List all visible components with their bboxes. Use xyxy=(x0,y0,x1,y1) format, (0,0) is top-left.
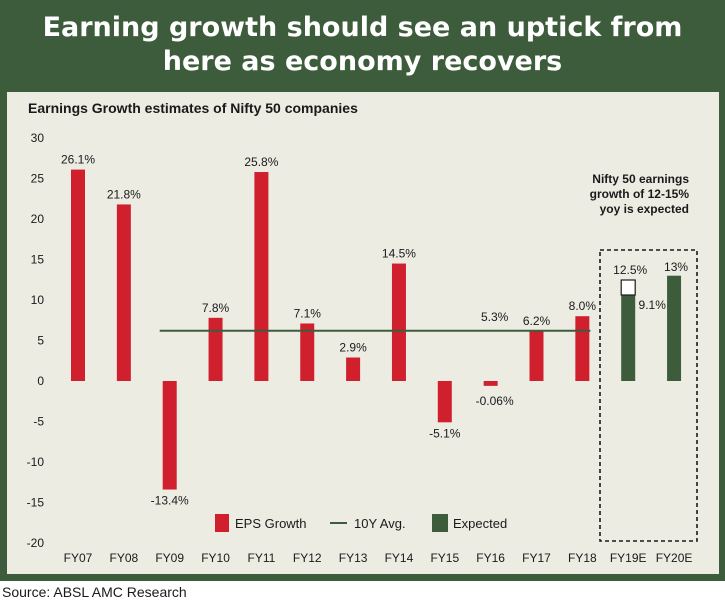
expected-dashed-box xyxy=(599,249,698,542)
bar-fy20e xyxy=(667,275,682,381)
data-label: 7.1% xyxy=(294,306,322,320)
x-tick-label: FY16 xyxy=(476,551,505,565)
y-tick-label: 30 xyxy=(31,131,45,145)
bar-fy17 xyxy=(529,330,544,381)
bar-fy09 xyxy=(162,381,177,490)
x-tick-label: FY19E xyxy=(610,551,647,565)
y-tick-label: -5 xyxy=(33,415,44,429)
y-tick-label: 20 xyxy=(31,212,45,226)
bar-fy19e xyxy=(621,279,636,381)
data-label: 2.9% xyxy=(339,341,367,355)
headline-line-1: Earning growth should see an uptick from xyxy=(42,12,683,43)
bar-fy18 xyxy=(575,316,590,381)
source-note: Source: ABSL AMC Research xyxy=(2,584,187,600)
x-tick-label: FY15 xyxy=(430,551,459,565)
y-tick-label: 25 xyxy=(31,172,45,186)
x-tick-label: FY10 xyxy=(201,551,230,565)
legend-swatch-expected xyxy=(432,514,448,532)
y-tick-label: 5 xyxy=(37,334,44,348)
y-tick-label: -15 xyxy=(27,496,45,510)
legend-label-expected: Expected xyxy=(453,516,507,531)
headline-line-2: here as economy recovers xyxy=(162,46,563,77)
page-header: Earning growth should see an uptick from… xyxy=(0,0,725,90)
expected-marker xyxy=(620,279,636,296)
data-label: 13% xyxy=(664,260,688,274)
y-tick-label: 0 xyxy=(37,374,44,388)
bar-fy11 xyxy=(254,172,269,381)
x-tick-label: FY09 xyxy=(155,551,184,565)
x-tick-label: FY17 xyxy=(522,551,551,565)
bar-fy13 xyxy=(346,357,361,381)
legend-label-avg: 10Y Avg. xyxy=(354,516,406,531)
data-label: 26.1% xyxy=(61,153,95,167)
data-label: 8.0% xyxy=(569,299,597,313)
x-tick-label: FY20E xyxy=(656,551,693,565)
data-label: -13.4% xyxy=(151,494,189,508)
avg-line-label: 5.3% xyxy=(481,310,509,324)
data-label: 25.8% xyxy=(244,155,278,169)
marker-label: 9.1% xyxy=(639,298,667,312)
annotation-text: yoy is expected xyxy=(600,202,689,216)
data-label: 12.5% xyxy=(613,263,647,277)
chart-title: Earnings Growth estimates of Nifty 50 co… xyxy=(28,100,358,116)
x-tick-label: FY14 xyxy=(385,551,414,565)
x-tick-label: FY07 xyxy=(64,551,93,565)
legend-swatch-eps xyxy=(215,514,229,532)
bar-fy08 xyxy=(116,204,131,381)
data-label: 7.8% xyxy=(202,301,230,315)
annotation-text: Nifty 50 earnings xyxy=(592,172,689,186)
bar-fy15 xyxy=(437,381,452,423)
x-tick-label: FY18 xyxy=(568,551,597,565)
bar-fy16 xyxy=(483,381,498,386)
x-tick-label: FY08 xyxy=(110,551,139,565)
annotation-text: growth of 12-15% xyxy=(590,187,690,201)
data-label: -5.1% xyxy=(429,426,461,440)
y-tick-label: 15 xyxy=(31,253,45,267)
x-tick-label: FY12 xyxy=(293,551,322,565)
data-label: 6.2% xyxy=(523,314,551,328)
data-label: 14.5% xyxy=(382,247,416,261)
bar-fy10 xyxy=(208,317,223,381)
y-tick-label: 10 xyxy=(31,293,45,307)
bar-fy12 xyxy=(300,323,315,381)
data-label: 21.8% xyxy=(107,187,141,201)
x-tick-label: FY13 xyxy=(339,551,368,565)
bar-fy07 xyxy=(71,169,85,381)
x-tick-label: FY11 xyxy=(248,551,276,565)
y-tick-label: -20 xyxy=(27,536,45,550)
legend-label-eps: EPS Growth xyxy=(235,516,307,531)
bar-fy14 xyxy=(391,263,406,381)
y-tick-label: -10 xyxy=(27,455,45,469)
data-label: -0.06% xyxy=(476,394,514,408)
